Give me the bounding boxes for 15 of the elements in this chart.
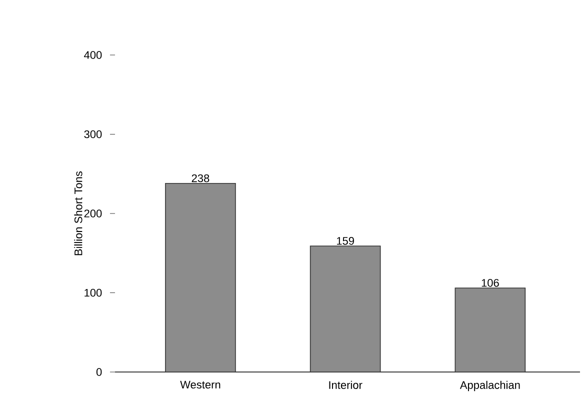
bar: [165, 182, 236, 372]
bar: [454, 288, 526, 372]
x-tick-label: Interior: [329, 380, 362, 389]
y-axis-title: Billion Short Tons: [74, 171, 82, 256]
y-tick-label: 400: [84, 51, 102, 59]
data-label: 159: [337, 236, 354, 245]
data-label: 238: [192, 174, 210, 182]
x-tick-label: Appalachian: [460, 380, 520, 392]
y-tick-label: 100: [84, 288, 102, 297]
data-label: 106: [482, 279, 499, 287]
y-tick-label: 0: [96, 368, 102, 376]
y-tick-label: 200: [84, 210, 102, 218]
x-tick-label: Western: [180, 380, 220, 389]
bar: [310, 246, 381, 372]
y-tick-label: 300: [84, 130, 102, 138]
